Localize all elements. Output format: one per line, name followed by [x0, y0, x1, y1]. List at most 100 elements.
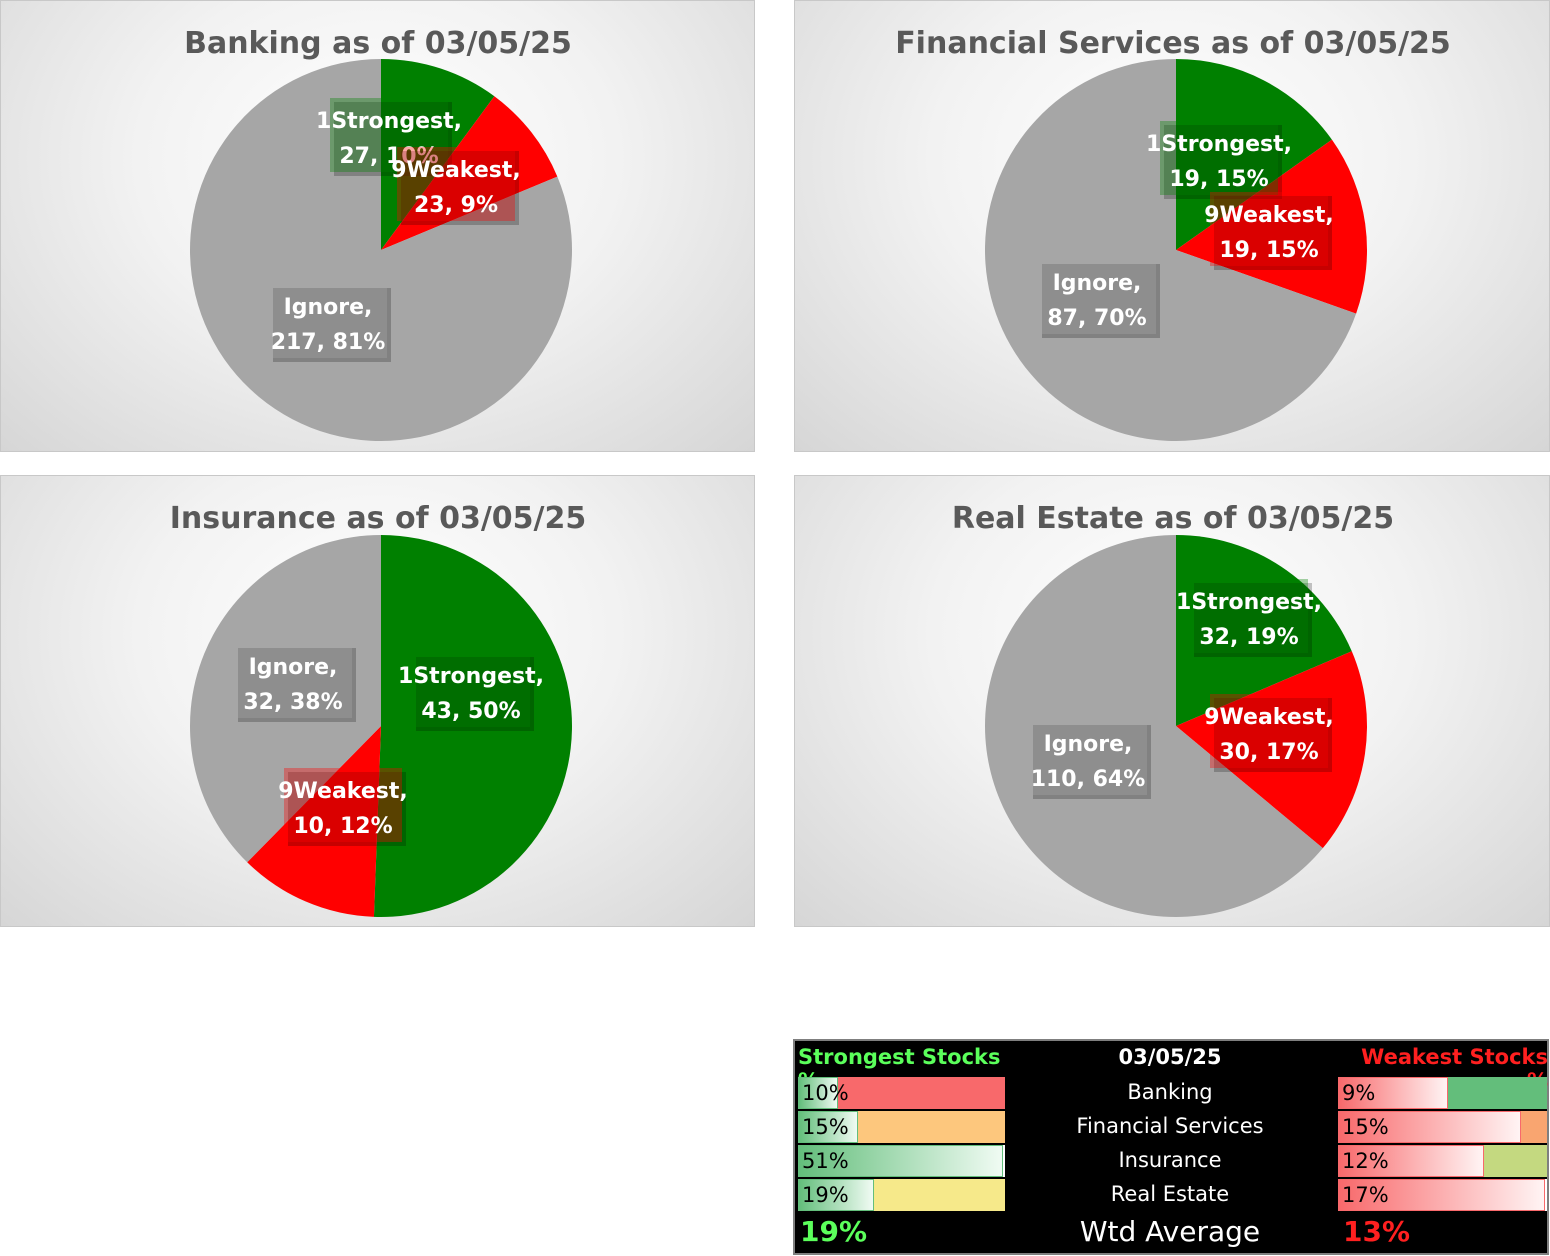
data-label-shadow [238, 648, 356, 722]
pie-slice-9weakest [247, 726, 381, 917]
data-label-shadow [1042, 264, 1160, 338]
weak-pct-cell: 9% [1338, 1077, 1547, 1109]
pie-slice-9weakest [1176, 139, 1367, 314]
pie-slice-ignore [985, 59, 1357, 441]
pie-slice-9weakest [1176, 651, 1367, 849]
data-label-value: 217, 81% [271, 330, 386, 355]
weakest-header: Weakest Stocks % [1361, 1045, 1548, 1093]
strong-pct-value: 15% [802, 1115, 849, 1139]
chart-title: Banking as of 03/05/25 [184, 26, 572, 61]
strong-pct-bar [798, 1077, 839, 1109]
pie-slice-ignore [190, 59, 573, 441]
data-label-name: 9Weakest, [1204, 705, 1334, 730]
pie-chart-financial-services: Financial Services as of 03/05/25 1Stron… [895, 26, 1451, 441]
data-label-box [234, 644, 352, 718]
summary-date: 03/05/25 [1118, 1045, 1222, 1069]
data-label-box [1029, 721, 1147, 795]
wtd-average-strong: 19% [800, 1215, 868, 1248]
data-label-shadow [1194, 583, 1312, 657]
data-label-value: 19, 15% [1219, 238, 1318, 263]
data-label-shadow [1033, 725, 1151, 799]
data-label-box [1038, 260, 1156, 334]
pie-slice-1strongest [381, 59, 495, 250]
data-label-value: 27, 10% [339, 144, 438, 169]
pie-chart-real-estate: Real Estate as of 03/05/25 1Strongest, 32… [952, 501, 1394, 917]
data-label-box [330, 98, 448, 172]
strong-pct-bar [798, 1179, 875, 1211]
data-label-name: 1Strongest, [1146, 132, 1292, 157]
pie-slice-ignore [985, 535, 1323, 917]
pie-slice-1strongest [373, 535, 572, 917]
chart-panel-banking: Banking as of 03/05/25 1Strongest, 27, 10… [0, 0, 755, 452]
data-label-name: 9Weakest, [278, 779, 408, 804]
data-label-value: 10, 12% [293, 814, 392, 839]
weak-pct-bar [1338, 1179, 1545, 1211]
weak-pct-cell: 12% [1338, 1145, 1547, 1177]
strong-pct-cell: 19% [798, 1179, 1005, 1211]
data-label-name: Ignore, [284, 295, 373, 320]
data-label-box [284, 768, 402, 842]
weak-pct-bar [1338, 1111, 1521, 1143]
data-label-box [1210, 192, 1328, 266]
data-label-shadow [1214, 698, 1332, 772]
strong-pct-value: 19% [802, 1183, 849, 1207]
data-label-value: 32, 19% [1199, 625, 1298, 650]
weak-pct-cell: 15% [1338, 1111, 1547, 1143]
data-label-shadow [416, 657, 534, 731]
chart-panel-real-estate: Real Estate as of 03/05/25 1Strongest, 32… [794, 475, 1550, 927]
pie-chart-insurance: Insurance as of 03/05/25 1Strongest, 43, … [170, 501, 587, 917]
weak-pct-bar [1338, 1077, 1448, 1109]
pie-slice-ignore [189, 535, 381, 863]
data-label-box [397, 147, 515, 221]
pie-chart-banking: Banking as of 03/05/25 1Strongest, 27, 10… [184, 26, 573, 441]
strong-pct-bar [798, 1145, 1003, 1177]
chart-panel-insurance: Insurance as of 03/05/25 1Strongest, 43, … [0, 475, 755, 927]
chart-panel-financial-services: Financial Services as of 03/05/25 1Stron… [794, 0, 1550, 452]
data-label-box [269, 284, 387, 358]
weak-pct-bar [1338, 1145, 1485, 1177]
data-label-name: 1Strongest, [1176, 590, 1322, 615]
strong-pct-bar [798, 1111, 859, 1143]
chart-title: Insurance as of 03/05/25 [170, 501, 587, 536]
chart-title: Financial Services as of 03/05/25 [895, 26, 1451, 61]
strong-pct-cell: 51% [798, 1145, 1005, 1177]
weak-pct-value: 15% [1342, 1115, 1389, 1139]
data-label-shadow [288, 772, 406, 846]
data-label-shadow [1164, 125, 1282, 199]
data-label-name: 1Strongest, [398, 664, 544, 689]
sector-name: Banking [1127, 1080, 1213, 1104]
data-label-value: 87, 70% [1047, 306, 1146, 331]
weak-pct-value: 9% [1342, 1081, 1376, 1105]
data-label-name: Ignore, [1044, 732, 1133, 757]
data-label-box [412, 653, 530, 727]
strong-pct-value: 10% [802, 1081, 849, 1105]
pie-slice-1strongest [1176, 59, 1332, 250]
data-label-name: 9Weakest, [1204, 203, 1334, 228]
data-label-value: 32, 38% [243, 690, 342, 715]
data-label-shadow [401, 151, 519, 225]
data-label-value: 43, 50% [421, 699, 520, 724]
strongest-header: Strongest Stocks % [798, 1045, 1001, 1093]
data-label-value: 23, 9% [414, 193, 498, 218]
sector-name: Financial Services [1076, 1114, 1264, 1138]
data-label-shadow [334, 102, 452, 176]
sector-name: Real Estate [1110, 1182, 1230, 1206]
data-label-value: 110, 64% [1031, 767, 1146, 792]
data-label-shadow [1214, 196, 1332, 270]
data-label-name: 1Strongest, [316, 109, 462, 134]
data-label-value: 30, 17% [1219, 740, 1318, 765]
weak-pct-value: 17% [1342, 1183, 1389, 1207]
summary-table: Strongest Stocks % 03/05/25 Weakest Stoc… [793, 1039, 1549, 1255]
strong-pct-value: 51% [802, 1149, 849, 1173]
data-label-box [1210, 694, 1328, 768]
data-label-name: Ignore, [1053, 271, 1142, 296]
data-label-box [1190, 579, 1308, 653]
strong-pct-cell: 15% [798, 1111, 1005, 1143]
weak-pct-value: 12% [1342, 1149, 1389, 1173]
sector-name: Insurance [1118, 1148, 1222, 1172]
data-label-box [1160, 121, 1278, 195]
strong-pct-cell: 10% [798, 1077, 1005, 1109]
weak-pct-cell: 17% [1338, 1179, 1547, 1211]
wtd-average-weak: 13% [1343, 1215, 1411, 1248]
data-label-name: 9Weakest, [391, 158, 521, 183]
